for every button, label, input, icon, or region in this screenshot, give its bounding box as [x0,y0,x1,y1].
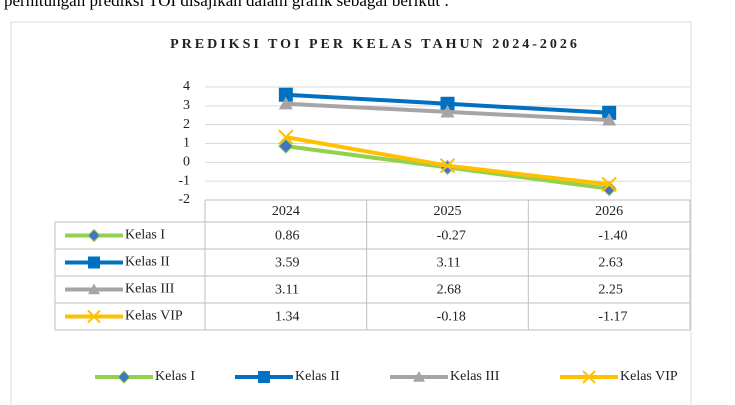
x-tick-label: 2025 [434,204,462,219]
caption: perhitungan prediksi TOI disajikan dalam… [4,0,449,10]
y-tick-label: -2 [178,192,190,207]
data-label: 2.68 [437,283,462,298]
marker [602,112,617,126]
legend-marker [413,371,425,382]
legend-marker [258,371,270,383]
y-tick-label: -1 [178,173,190,188]
chart-frame [10,21,692,405]
marker [439,158,456,174]
x-tick-label: 2024 [272,204,300,219]
marker [440,104,455,118]
legend-label: Kelas VIP [620,369,678,384]
data-label: 1.34 [275,310,300,325]
y-tick-label: 1 [183,136,190,151]
legend-marker [87,309,101,324]
legend-label: Kelas VIP [125,309,183,324]
y-tick-label: 4 [183,79,190,94]
legend-label: Kelas I [125,228,165,243]
chart-title: PREDIKSI TOI PER KELAS TAHUN 2024-2026 [170,37,580,52]
y-tick-label: 3 [183,98,190,113]
legend-marker [87,228,101,243]
legend-marker [582,370,596,384]
data-label: 2.25 [598,283,623,298]
marker [601,176,617,193]
marker [278,138,294,154]
legend-label: Kelas III [450,369,500,384]
marker [278,87,293,102]
marker [278,96,293,110]
legend-label: Kelas II [295,369,340,384]
marker [602,105,617,120]
data-label: -0.27 [437,229,466,244]
legend-marker [88,256,100,269]
legend-marker [117,370,131,384]
legend-label: Kelas I [155,369,195,384]
y-tick-label: 0 [183,155,190,170]
data-label: 0.86 [275,229,300,244]
data-label: -0.18 [437,310,466,325]
data-label: -1.40 [598,229,627,244]
y-tick-label: 2 [183,117,190,132]
x-tick-label: 2026 [595,204,623,219]
legend-label: Kelas II [125,255,170,270]
data-label: 3.11 [275,283,299,298]
marker [278,129,294,145]
legend-marker [88,283,100,295]
data-label: 3.11 [437,256,461,271]
data-label: 2.63 [598,256,623,271]
data-label: 3.59 [275,256,300,271]
data-label: -1.17 [598,310,627,325]
marker [440,96,455,111]
legend-label: Kelas III [125,282,175,297]
